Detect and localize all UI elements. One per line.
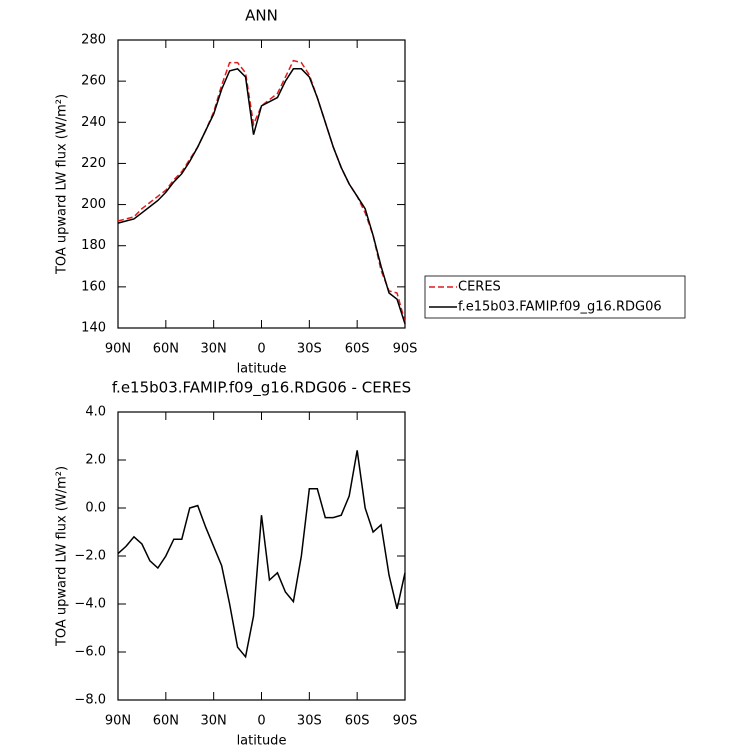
x-tick-label: 30N <box>201 714 227 729</box>
y-axis-label: TOA upward LW flux (W/m²) <box>55 466 70 647</box>
x-tick-label: 30S <box>297 714 322 729</box>
data-line <box>117 59 406 323</box>
y-tick-label: 260 <box>81 74 106 89</box>
x-tick-label: 90S <box>393 714 418 729</box>
legend-label: CERES <box>458 280 501 295</box>
data-line <box>117 450 406 659</box>
x-tick-label: 60S <box>345 714 370 729</box>
data-line <box>117 67 406 325</box>
y-tick-label: −8.0 <box>74 693 106 708</box>
y-tick-label: 4.0 <box>85 405 106 420</box>
legend-label: f.e15b03.FAMIP.f09_g16.RDG06 <box>458 300 662 315</box>
y-tick-label: 200 <box>81 197 106 212</box>
x-tick-label: 60N <box>153 342 179 357</box>
x-axis-label: latitude <box>237 734 287 749</box>
y-tick-label: 140 <box>81 321 106 336</box>
y-tick-label: 0.0 <box>85 501 106 516</box>
y-tick-label: 220 <box>81 156 106 171</box>
x-tick-label: 90N <box>105 342 131 357</box>
y-tick-label: 2.0 <box>85 453 106 468</box>
plot-frame <box>117 411 406 701</box>
x-tick-label: 30S <box>297 342 322 357</box>
x-tick-label: 0 <box>257 342 265 357</box>
x-tick-label: 60N <box>153 714 179 729</box>
chart-title: ANN <box>245 7 278 25</box>
x-tick-label: 90S <box>393 342 418 357</box>
chart-title: f.e15b03.FAMIP.f09_g16.RDG06 - CERES <box>112 379 411 398</box>
y-tick-label: 160 <box>81 279 106 294</box>
y-tick-label: −6.0 <box>74 645 106 660</box>
x-axis-label: latitude <box>237 362 287 377</box>
y-tick-label: 280 <box>81 33 106 48</box>
legend-box <box>424 275 686 319</box>
x-tick-label: 30N <box>201 342 227 357</box>
plot-frame <box>117 39 406 329</box>
y-axis-label: TOA upward LW flux (W/m²) <box>55 94 70 275</box>
y-tick-label: −4.0 <box>74 597 106 612</box>
y-tick-label: 180 <box>81 238 106 253</box>
x-tick-label: 60S <box>345 342 370 357</box>
y-tick-label: 240 <box>81 115 106 130</box>
x-tick-label: 0 <box>257 714 265 729</box>
y-tick-label: −2.0 <box>74 549 106 564</box>
x-tick-label: 90N <box>105 714 131 729</box>
